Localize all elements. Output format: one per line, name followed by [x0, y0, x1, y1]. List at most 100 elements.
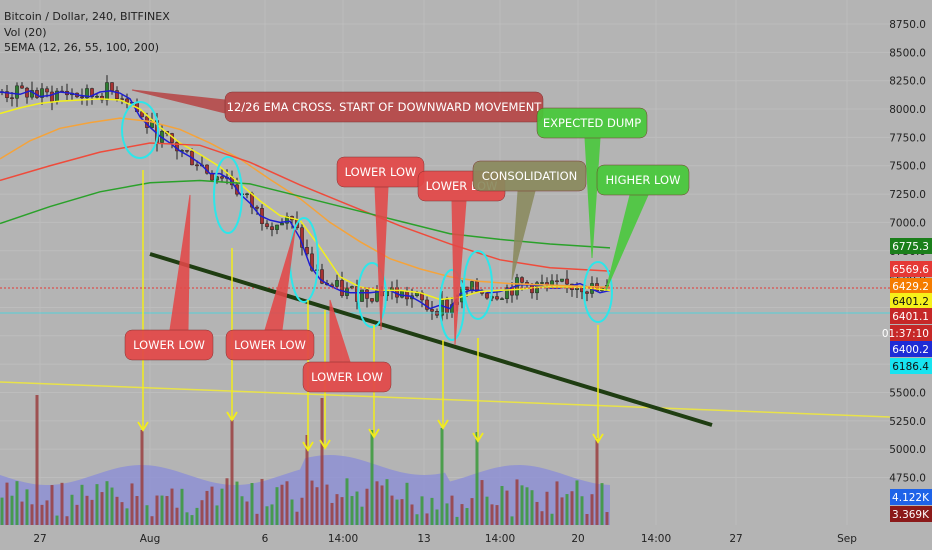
candle-body	[520, 277, 524, 283]
volume-bar	[595, 438, 599, 525]
volume-bar	[335, 494, 339, 525]
volume-bar	[555, 481, 559, 525]
time-axis: 27 Aug 6 14:00 13 14:00 20 14:00 27 Sep	[0, 527, 932, 550]
support-line	[0, 381, 891, 418]
price-tag-bg	[890, 489, 932, 505]
candle-body	[285, 216, 289, 224]
volume-bar	[490, 504, 494, 525]
volume-bar	[190, 515, 194, 525]
candle-body	[305, 247, 309, 255]
volume-bar	[305, 435, 309, 525]
candle-body	[540, 282, 544, 284]
y-tick-label: 5000.0	[889, 444, 926, 456]
legend-symbol[interactable]: Bitcoin / Dollar, 240, BITFINEX	[4, 10, 170, 23]
arrow-head	[472, 432, 484, 443]
arrow-head	[368, 428, 380, 439]
volume-bar	[170, 488, 174, 525]
candle-body	[360, 289, 364, 302]
volume-bar	[250, 483, 254, 525]
candle-body	[45, 88, 49, 93]
volume-bar	[310, 480, 314, 525]
volume-bar	[365, 488, 369, 525]
candle-body	[550, 280, 554, 285]
downtrend-line	[149, 252, 713, 427]
callout-pointer	[584, 137, 601, 259]
volume-bar	[450, 495, 454, 525]
volume-bar	[465, 508, 469, 525]
volume-bar	[395, 499, 399, 525]
volume-bar	[405, 482, 409, 525]
volume-bar	[420, 496, 424, 525]
volume-bar	[115, 496, 119, 525]
candle-body	[310, 253, 314, 271]
volume-bar	[385, 479, 389, 525]
arrow-head	[437, 419, 449, 430]
price-tag-label: 6401.2	[892, 296, 929, 308]
price-tag-bg	[890, 293, 932, 309]
volume-bar	[230, 420, 234, 525]
volume-bar	[280, 484, 284, 525]
volume-bar	[70, 494, 74, 525]
volume-bar	[515, 479, 519, 525]
volume-bar	[300, 497, 304, 525]
candle-body	[495, 296, 499, 300]
volume-bar	[220, 488, 224, 525]
price-tag-label: 6186.4	[892, 361, 929, 373]
candle-body	[560, 278, 564, 282]
volume-bar	[90, 499, 94, 525]
volume-bar	[510, 516, 514, 525]
candle-body	[115, 90, 119, 99]
volume-bar	[100, 492, 104, 525]
candle-body	[120, 98, 124, 100]
volume-bar	[110, 487, 114, 525]
volume-bar	[275, 487, 279, 525]
legend-ema[interactable]: 5EMA (12, 26, 55, 100, 200)	[4, 41, 159, 54]
volume-bar	[40, 504, 44, 525]
volume-bar	[545, 491, 549, 525]
price-tag-label: 4.122K	[892, 492, 930, 504]
candle-body	[265, 223, 269, 227]
candle-body	[40, 88, 44, 98]
candle-body	[50, 91, 54, 102]
candle-body	[415, 292, 419, 296]
x-tick-label: 14:00	[485, 533, 515, 545]
candle-body	[445, 299, 449, 314]
callout-label: LOWER LOW	[133, 338, 205, 352]
volume-bar	[355, 491, 359, 525]
x-tick-label: 20	[571, 533, 584, 545]
highlight-ellipse	[439, 269, 465, 341]
candle-body	[335, 280, 339, 287]
y-tick-label: 8500.0	[889, 47, 926, 59]
volume-bar	[260, 478, 264, 525]
volume-ma-area	[0, 455, 610, 525]
candle-body	[320, 269, 324, 284]
volume-bar	[265, 506, 269, 525]
callout-label: HIGHER LOW	[606, 173, 681, 187]
volume-bar	[530, 490, 534, 525]
volume-bar	[575, 480, 579, 525]
arrow-head	[302, 441, 314, 452]
y-tick-label: 7500.0	[889, 161, 926, 173]
volume-bar	[30, 504, 34, 525]
candle-body	[85, 88, 89, 99]
volume-bar	[165, 496, 169, 525]
volume-bar	[195, 507, 199, 525]
volume-bar	[235, 481, 239, 525]
volume-bar	[445, 503, 449, 525]
volume-bar	[460, 504, 464, 525]
volume-bar	[485, 496, 489, 525]
volume-bar	[560, 497, 564, 525]
drawings[interactable]	[0, 101, 891, 452]
grid	[0, 0, 890, 525]
candle-body	[485, 293, 489, 299]
y-tick-label: 7000.0	[889, 217, 926, 229]
price-tag-bg	[890, 278, 932, 294]
arrow-head	[319, 439, 331, 450]
legend-volume[interactable]: Vol (20)	[4, 25, 47, 39]
volume-bar	[95, 484, 99, 525]
x-tick-label: 14:00	[641, 533, 671, 545]
annotations[interactable]: 12/26 EMA CROSS. START OF DOWNWARD MOVEM…	[124, 89, 690, 393]
volume-bar	[160, 495, 164, 525]
